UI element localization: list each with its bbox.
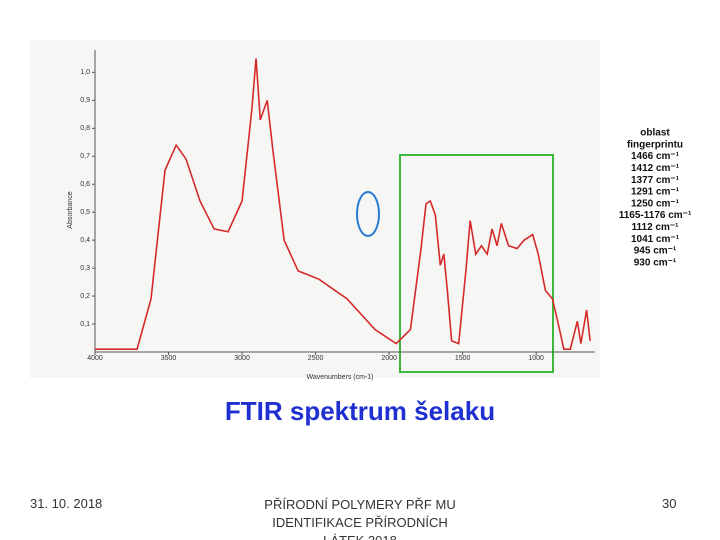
y-axis-label: Absorbance bbox=[67, 191, 74, 228]
y-tick-label: 1,0 bbox=[80, 69, 90, 76]
chart-title: FTIR spektrum šelaku bbox=[225, 396, 495, 426]
y-tick-label: 0,1 bbox=[80, 321, 90, 328]
fingerprint-annotation: 1291 cm⁻¹ bbox=[631, 187, 680, 198]
fingerprint-annotation: fingerprintu bbox=[627, 139, 683, 150]
fingerprint-annotation: oblast bbox=[640, 128, 670, 139]
y-tick-label: 0,7 bbox=[80, 153, 90, 160]
y-tick-label: 0,6 bbox=[80, 181, 90, 188]
y-tick-label: 0,4 bbox=[80, 237, 90, 244]
fingerprint-annotation: 930 cm⁻¹ bbox=[634, 257, 677, 268]
y-tick-label: 0,8 bbox=[80, 125, 90, 132]
fingerprint-box bbox=[399, 154, 554, 373]
footer-center: PŘÍRODNÍ POLYMERY PŘF MU IDENTIFIKACE PŘ… bbox=[264, 497, 456, 540]
fingerprint-annotation: 1250 cm⁻¹ bbox=[631, 198, 680, 209]
x-tick-label: 3500 bbox=[161, 355, 177, 362]
fingerprint-annotation: 1112 cm⁻¹ bbox=[632, 222, 680, 233]
fingerprint-annotation: 1165-1176 cm⁻¹ bbox=[619, 210, 692, 221]
highlight-circle bbox=[356, 191, 380, 237]
x-tick-label: 1500 bbox=[455, 355, 471, 362]
chart: FTIR spektrum šelaku Wavenumbers (cm-1) … bbox=[30, 40, 692, 426]
fingerprint-annotation: 1466 cm⁻¹ bbox=[631, 151, 680, 162]
x-tick-label: 2500 bbox=[308, 355, 324, 362]
x-tick-label: 2000 bbox=[381, 355, 397, 362]
footer-page: 30 bbox=[662, 496, 677, 511]
y-tick-label: 0,9 bbox=[80, 97, 90, 104]
x-tick-label: 3000 bbox=[234, 355, 250, 362]
x-tick-label: 1000 bbox=[528, 355, 544, 362]
fingerprint-annotation: 945 cm⁻¹ bbox=[634, 246, 677, 257]
y-tick-label: 0,3 bbox=[80, 265, 90, 272]
fingerprint-annotation: 1041 cm⁻¹ bbox=[631, 234, 680, 245]
y-tick-label: 0,5 bbox=[80, 209, 90, 216]
fingerprint-annotation: 1412 cm⁻¹ bbox=[631, 163, 680, 174]
x-axis-label: Wavenumbers (cm-1) bbox=[306, 374, 373, 381]
spectrum-line bbox=[95, 58, 591, 351]
scan-background bbox=[30, 40, 600, 378]
fingerprint-annotation: 1377 cm⁻¹ bbox=[631, 175, 680, 186]
x-tick-label: 4000 bbox=[87, 355, 103, 362]
y-tick-label: 0,2 bbox=[80, 293, 90, 300]
footer-date: 31. 10. 2018 bbox=[30, 496, 103, 511]
